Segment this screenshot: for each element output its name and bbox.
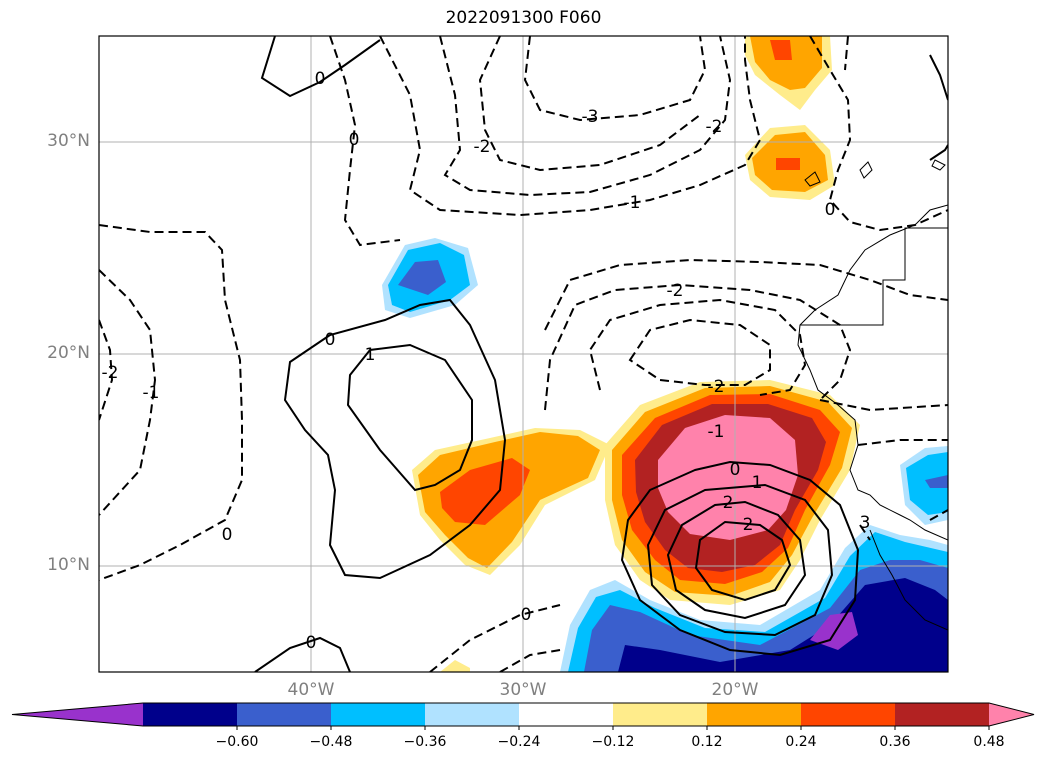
map-title: 2022091300 F060 <box>445 8 602 28</box>
lon-label-40w: 40°W <box>287 680 335 700</box>
colorbar-tick-label: −0.12 <box>591 734 635 750</box>
colorbar-segment <box>331 703 426 726</box>
contour-label: 1 <box>365 345 376 365</box>
contour-label: 2 <box>723 493 734 513</box>
contour-label: -1 <box>143 383 160 403</box>
lat-label-30n: 30°N <box>47 131 90 151</box>
lon-label-30w: 30°W <box>499 680 547 700</box>
colorbar-segment <box>895 703 990 726</box>
colorbar-tick-label: −0.36 <box>403 734 447 750</box>
contour-label: -2 <box>667 281 684 301</box>
map-panel: 0 0 -3 -2 -2 -1 0 -2 -1 0 0 -2 -2 -1 0 1… <box>99 36 948 672</box>
contour-label: 2 <box>743 515 754 535</box>
contour-solid-0-sw <box>254 636 351 672</box>
colorbar-extend-low <box>12 703 143 726</box>
contour-label: -1 <box>624 193 641 213</box>
contour-dash-neg2-central <box>544 258 948 331</box>
contour-dash-neg2-north <box>439 36 732 197</box>
contour-solid-1-west <box>346 343 473 492</box>
contour-solid-0-east <box>620 460 860 657</box>
colorbar-segment <box>707 703 802 726</box>
contour-label: -2 <box>706 117 723 137</box>
colorbar-tick-label: 0.48 <box>973 734 1005 750</box>
contour-label: 0 <box>521 605 532 625</box>
contour-label: 1 <box>752 473 763 493</box>
colorbar-tick-label: 0.36 <box>879 734 911 750</box>
contours <box>99 36 948 672</box>
lat-label-10n: 10°N <box>47 555 90 575</box>
contour-label: -2 <box>102 363 119 383</box>
colorbar-segment <box>613 703 708 726</box>
graticule <box>99 36 948 672</box>
contour-label: 3 <box>860 513 871 533</box>
map-frame <box>98 35 949 673</box>
contour-label: 0 <box>315 69 326 89</box>
contour-dash-0-top <box>329 36 401 247</box>
contour-label: -1 <box>708 422 725 442</box>
lat-label-20n: 20°N <box>47 343 90 363</box>
colorbar-segment <box>143 703 238 726</box>
contour-label: 0 <box>325 330 336 350</box>
contour-label: 0 <box>730 460 741 480</box>
colorbar-segment <box>801 703 896 726</box>
lon-label-20w: 20°W <box>711 680 759 700</box>
contour-label: -3 <box>582 107 599 127</box>
contour-label: 0 <box>825 200 836 220</box>
colorbar-outline <box>11 702 1035 727</box>
contour-labels: 0 0 -3 -2 -2 -1 0 -2 -1 0 0 -2 -2 -1 0 1… <box>102 69 871 653</box>
contour-dash-neg1-central <box>544 283 852 411</box>
colorbar <box>11 702 1035 730</box>
contour-label: -2 <box>708 377 725 397</box>
contour-solid-3-east <box>694 520 792 602</box>
contour-label: -2 <box>474 137 491 157</box>
contour-solid-2-east <box>666 500 807 620</box>
contour-dash-west-box <box>99 224 243 581</box>
colorbar-extend-high <box>989 703 1034 726</box>
colorbar-tick-label: −0.48 <box>309 734 353 750</box>
contour-solid-1-east <box>646 483 834 637</box>
contour-label: 0 <box>222 525 233 545</box>
contour-dash-neg1-north <box>379 36 762 217</box>
colorbar-tick-label: −0.60 <box>215 734 259 750</box>
contour-label: 0 <box>349 130 360 150</box>
contour-label: 0 <box>306 633 317 653</box>
contour-solid-0-west <box>283 298 507 580</box>
colorbar-tick-label: 0.12 <box>691 734 723 750</box>
colorbar-tick-label: 0.24 <box>785 734 817 750</box>
contour-solid-0-top <box>260 36 381 98</box>
contour-dash-neg3-north <box>523 36 707 122</box>
colorbar-segment <box>237 703 332 726</box>
colorbar-segment <box>519 703 614 726</box>
coastline <box>797 159 948 631</box>
contour-dash-south <box>429 604 561 672</box>
colorbar-segment <box>425 703 520 726</box>
colorbar-tick-label: −0.24 <box>497 734 541 750</box>
